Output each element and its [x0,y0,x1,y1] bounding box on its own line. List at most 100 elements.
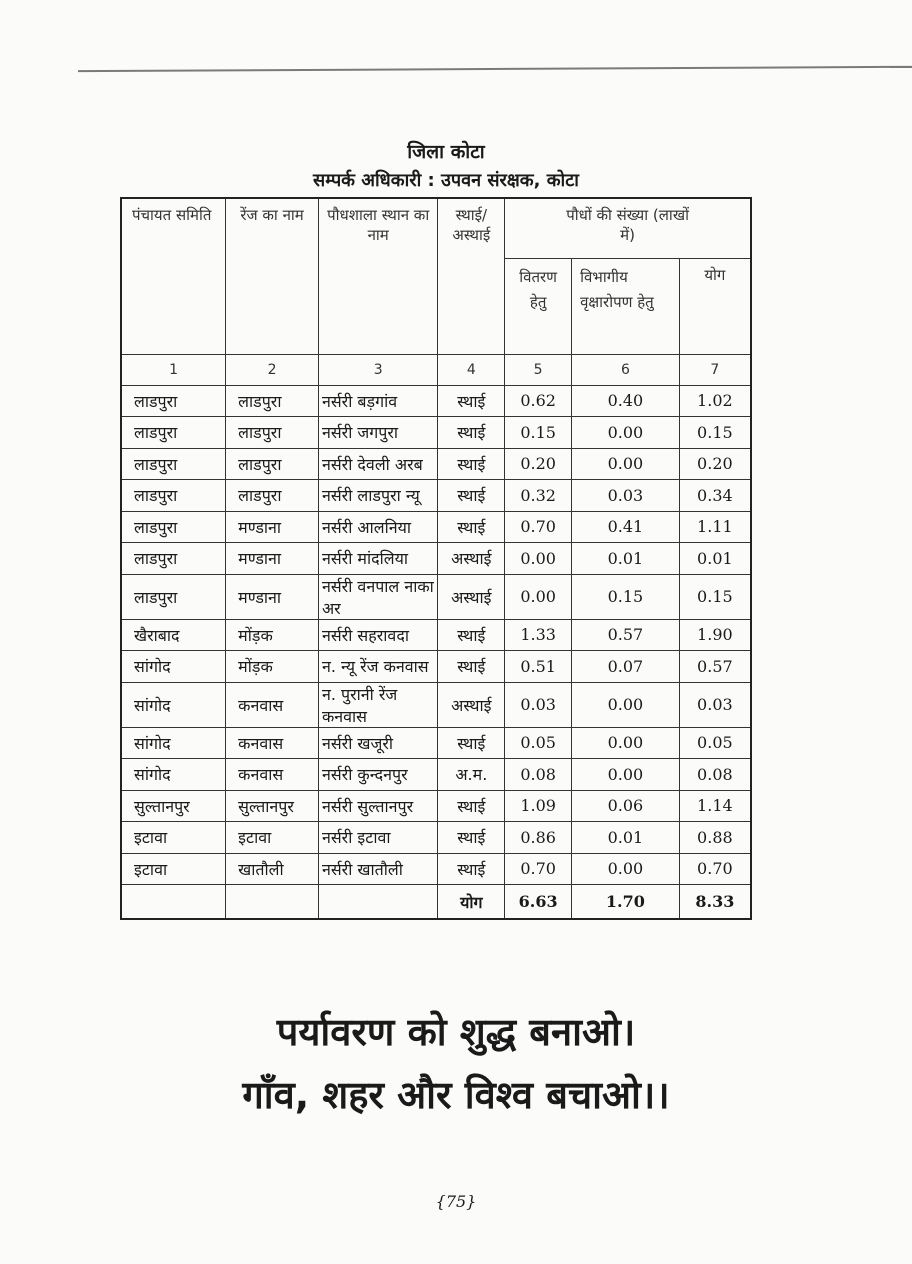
type-cell: स्थाई [437,852,506,885]
total-cell: 1.11 [678,510,752,543]
nursery-cell: नर्सरी देवली अरब [317,447,439,480]
departmental-cell: 0.41 [571,510,680,543]
total-cell: 0.70 [678,852,752,885]
distribution-cell: 0.32 [504,479,573,512]
table-row: लाडपुरा लाडपुरा नर्सरी देवली अरब स्थाई 0.20 0… [120,447,752,480]
page-number: {75} [435,1192,477,1211]
departmental-cell: 0.57 [571,618,680,651]
nursery-cell: न. न्यू रेंज कनवास [317,650,439,683]
table-row: सांगोद कनवास नर्सरी खजूरी स्थाई 0.05 0.00 0.05 [120,726,752,759]
total-cell: 1.90 [678,618,752,651]
total-label: योग [437,884,506,920]
panchayat-cell: सांगोद [120,681,227,728]
distribution-cell: 0.70 [504,510,573,543]
type-cell: अस्थाई [437,542,506,575]
range-cell: मोंड़क [225,650,319,683]
nursery-cell: नर्सरी इटावा [317,821,439,854]
column-number: 1 [120,353,227,386]
total-cell: 0.88 [678,821,752,854]
panchayat-cell: लाडपुरा [120,510,227,543]
nursery-cell: नर्सरी आलनिया [317,510,439,543]
type-cell: स्थाई [437,479,506,512]
departmental-cell: 0.00 [571,726,680,759]
range-cell: मण्डाना [225,573,319,620]
nursery-cell: न. पुरानी रेंज कनवास [317,681,439,728]
nursery-cell: नर्सरी सुल्तानपुर [317,789,439,822]
type-cell: स्थाई [437,384,506,417]
table-row: सांगोद मोंड़क न. न्यू रेंज कनवास स्थाई 0.51 0… [120,650,752,683]
range-cell: कनवास [225,758,319,791]
header-nursery: पौधशाला स्थान का नाम [317,197,439,355]
nursery-cell: नर्सरी खजूरी [317,726,439,759]
header-distribution: वितरण हेतु [504,257,573,355]
nursery-cell: नर्सरी सहरावदा [317,618,439,651]
panchayat-cell: लाडपुरा [120,447,227,480]
distribution-cell: 0.62 [504,384,573,417]
departmental-cell: 0.03 [571,479,680,512]
distribution-cell: 0.00 [504,573,573,620]
nursery-table: पंचायत समिति रेंज का नाम पौधशाला स्थान क… [120,197,752,920]
header-total: योग [678,257,752,355]
panchayat-cell: इटावा [120,852,227,885]
column-number: 2 [225,353,319,386]
table-row: खैराबाद मोंड़क नर्सरी सहरावदा स्थाई 1.33 0.57… [120,618,752,651]
column-number: 5 [504,353,573,386]
total-cell: 0.20 [678,447,752,480]
distribution-cell: 0.20 [504,447,573,480]
panchayat-cell: सांगोद [120,758,227,791]
panchayat-cell: लाडपुरा [120,573,227,620]
panchayat-cell: सांगोद [120,650,227,683]
range-cell: लाडपुरा [225,416,319,449]
panchayat-cell: लाडपुरा [120,479,227,512]
type-cell: स्थाई [437,650,506,683]
table-row: सांगोद कनवास नर्सरी कुन्दनपुर अ.म. 0.08 0.00 0… [120,758,752,791]
contact-officer: सम्पर्क अधिकारी : उपवन संरक्षक, कोटा [313,170,579,191]
distribution-cell: 0.15 [504,416,573,449]
type-cell: स्थाई [437,416,506,449]
range-cell: सुल्तानपुर [225,789,319,822]
header-range: रेंज का नाम [225,197,319,355]
total-cell: 0.01 [678,542,752,575]
range-cell: खातौली [225,852,319,885]
panchayat-cell: लाडपुरा [120,416,227,449]
distribution-cell: 0.86 [504,821,573,854]
range-cell: लाडपुरा [225,479,319,512]
header-panchayat: पंचायत समिति [120,197,227,355]
total-row: योग 6.63 1.70 8.33 [120,884,752,920]
range-cell: मण्डाना [225,510,319,543]
departmental-cell: 0.00 [571,681,680,728]
range-cell: लाडपुरा [225,384,319,417]
total-cell: 0.57 [678,650,752,683]
total-distribution: 6.63 [504,884,573,920]
departmental-cell: 0.01 [571,542,680,575]
panchayat-cell: सुल्तानपुर [120,789,227,822]
departmental-cell: 0.01 [571,821,680,854]
nursery-cell: नर्सरी खातौली [317,852,439,885]
total-cell: 0.03 [678,681,752,728]
table-row: लाडपुरा मण्डाना नर्सरी मांदलिया अस्थाई 0.00 0… [120,542,752,575]
total-cell: 0.05 [678,726,752,759]
departmental-cell: 0.06 [571,789,680,822]
table-row: लाडपुरा लाडपुरा नर्सरी बड़गांव स्थाई 0.62 0.4… [120,384,752,417]
table-row: इटावा इटावा नर्सरी इटावा स्थाई 0.86 0.01 0.88 [120,821,752,854]
table-row: सुल्तानपुर सुल्तानपुर नर्सरी सुल्तानपुर स्थ… [120,789,752,822]
table-row: लाडपुरा मण्डाना नर्सरी वनपाल नाका अर अस्थाई… [120,573,752,620]
nursery-cell: नर्सरी मांदलिया [317,542,439,575]
type-cell: स्थाई [437,726,506,759]
type-cell: अस्थाई [437,573,506,620]
panchayat-cell: इटावा [120,821,227,854]
panchayat-cell: सांगोद [120,726,227,759]
total-total: 8.33 [678,884,752,920]
total-cell: 0.15 [678,573,752,620]
type-cell: स्थाई [437,618,506,651]
column-number: 3 [317,353,439,386]
type-cell: स्थाई [437,447,506,480]
range-cell: कनवास [225,681,319,728]
panchayat-cell: लाडपुरा [120,542,227,575]
panchayat-cell: खैराबाद [120,618,227,651]
range-cell: कनवास [225,726,319,759]
distribution-cell: 0.51 [504,650,573,683]
departmental-cell: 0.15 [571,573,680,620]
header-departmental: विभागीय वृक्षारोपण हेतु [571,257,680,355]
range-cell: लाडपुरा [225,447,319,480]
